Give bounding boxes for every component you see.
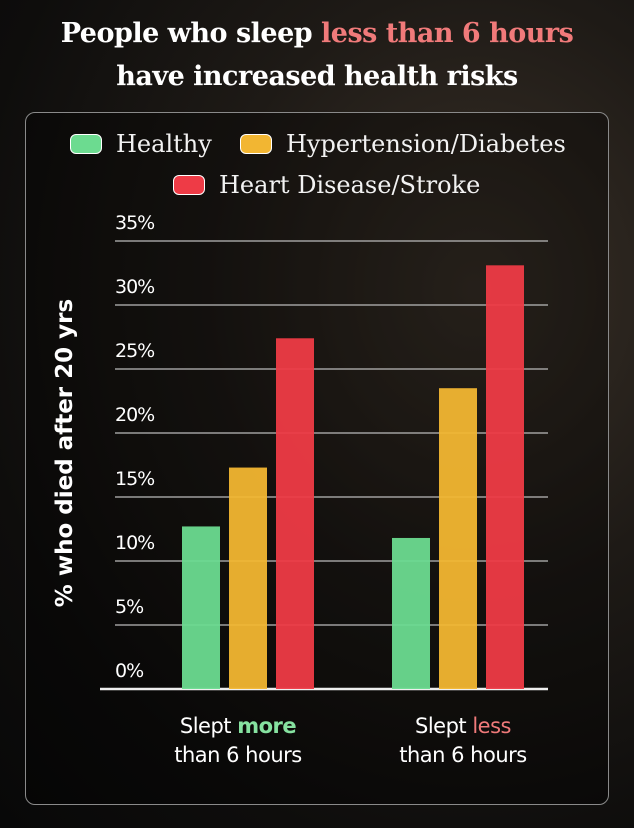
legend-label: Hypertension/Diabetes [286,130,566,158]
y-tick-label: 15% [115,468,154,490]
y-tick-label: 30% [115,276,154,298]
category-label-less: Slept less than 6 hours [399,714,527,767]
legend-swatch [70,134,102,154]
legend-healthy: Healthy [70,130,212,158]
y-tick-label: 35% [115,212,154,234]
y-axis-label: % who died after 20 yrs [52,298,78,608]
legend-label: Heart Disease/Stroke [219,171,481,199]
y-tick-label: 5% [115,596,143,618]
bar-hypertension-diabetes-0 [229,467,267,689]
legend-swatch [173,175,205,195]
legend-heart: Heart Disease/Stroke [173,171,480,199]
legend-hypertension: Hypertension/Diabetes [240,130,566,158]
bar-heart-disease-stroke-1 [486,265,524,689]
legend-label: Healthy [116,130,212,158]
chart-title-line1: People who sleep less than 6 hours [0,13,634,55]
bar-healthy-0 [182,526,220,689]
y-tick-label: 0% [115,660,143,682]
y-tick-label: 10% [115,532,154,554]
y-tick-label: 25% [115,340,154,362]
y-tick-label: 20% [115,404,154,426]
chart-title-line2: have increased health risks [116,61,518,92]
title-text: People who sleep [60,18,322,49]
category-label-more: Slept more than 6 hours [174,714,302,767]
title-highlight: less than 6 hours [321,18,574,49]
bar-healthy-1 [392,537,430,689]
legend-swatch [240,134,272,154]
bar-heart-disease-stroke-0 [276,338,314,689]
bar-hypertension-diabetes-1 [439,388,477,689]
